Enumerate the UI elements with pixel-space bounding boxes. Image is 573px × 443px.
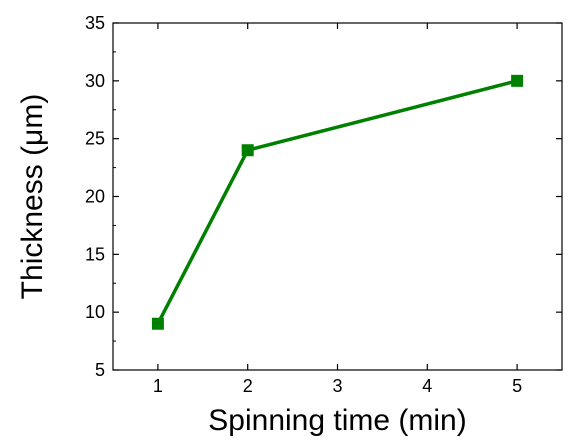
x-tick-label: 2	[243, 376, 253, 396]
x-tick-label: 4	[422, 376, 432, 396]
y-axis-ticks: 5 10 15 20 25 30 35	[85, 13, 562, 380]
y-tick-label: 5	[95, 360, 105, 380]
x-tick-label: 3	[332, 376, 342, 396]
y-tick-label: 20	[85, 187, 105, 207]
data-point-marker	[241, 144, 254, 157]
y-tick-label: 25	[85, 129, 105, 149]
series-layer	[151, 74, 524, 330]
data-point-marker	[151, 317, 164, 330]
x-axis-title: Spinning time (min)	[208, 404, 466, 437]
data-point-marker	[511, 74, 524, 87]
y-tick-label: 15	[85, 244, 105, 264]
x-tick-label: 5	[512, 376, 522, 396]
y-axis-title: Thickness (μm)	[16, 94, 49, 300]
x-tick-label: 1	[153, 376, 163, 396]
y-tick-label: 35	[85, 13, 105, 33]
y-tick-label: 10	[85, 302, 105, 322]
y-tick-label: 30	[85, 71, 105, 91]
x-axis-ticks: 1 2 3 4 5	[153, 23, 522, 396]
